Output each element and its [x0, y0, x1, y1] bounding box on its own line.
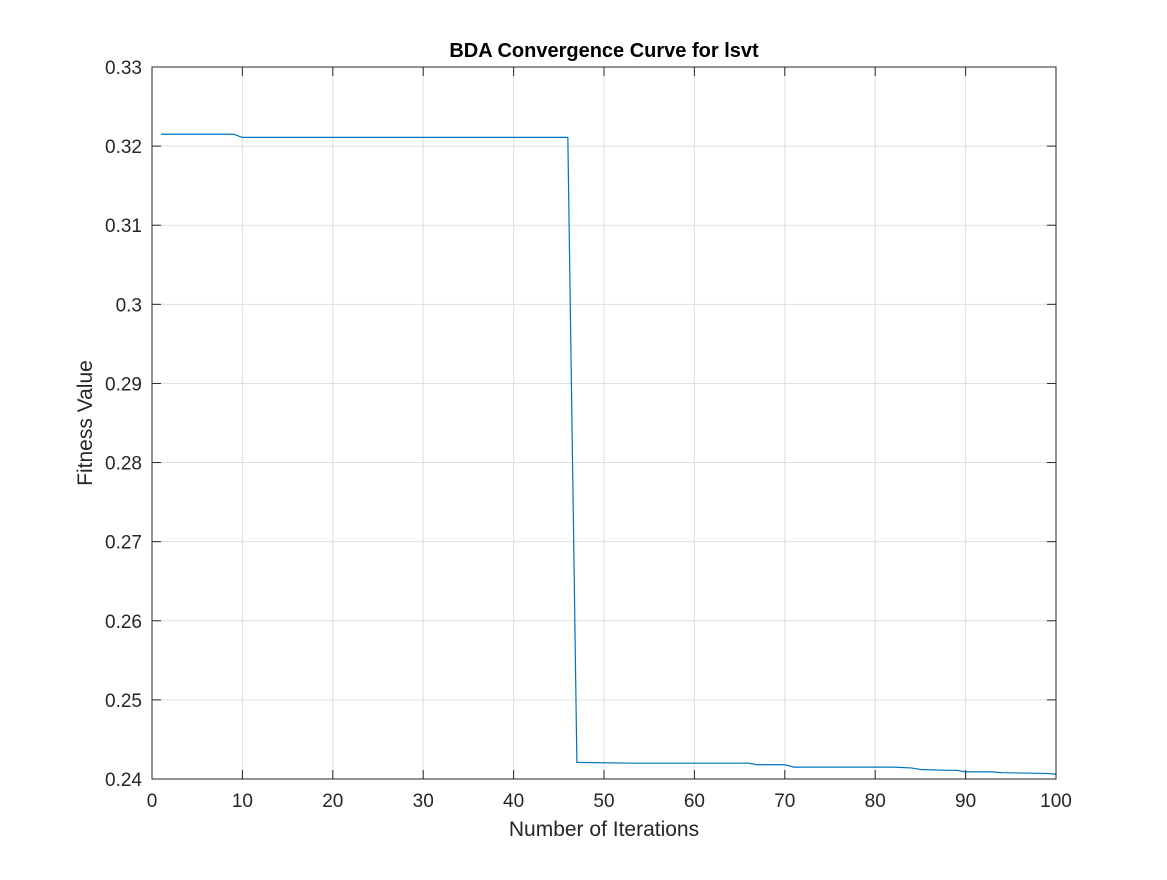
y-tick-label: 0.33 — [105, 58, 142, 79]
y-tick-label: 0.24 — [105, 770, 142, 791]
y-tick-label: 0.32 — [105, 137, 142, 158]
y-tick-label: 0.27 — [105, 533, 142, 554]
y-tick-labels: 0.24 0.25 0.26 0.27 0.28 0.29 0.3 0.31 0.32 0.33 — [105, 58, 142, 791]
y-axis-label: Fitness Value — [74, 360, 97, 486]
x-tick-label: 30 — [413, 791, 434, 812]
series-layer — [161, 133, 1057, 775]
y-tick-label: 0.3 — [116, 295, 142, 316]
y-tick-label: 0.31 — [105, 216, 142, 237]
x-tick-label: 60 — [684, 791, 705, 812]
chart-title: BDA Convergence Curve for lsvt — [449, 40, 759, 62]
tick-marks — [151, 66, 1057, 780]
x-tick-label: 20 — [322, 791, 343, 812]
y-tick-label: 0.26 — [105, 612, 142, 633]
x-tick-label: 40 — [503, 791, 524, 812]
x-tick-label: 100 — [1040, 791, 1072, 812]
x-axis-label: Number of Iterations — [509, 818, 699, 841]
x-tick-label: 80 — [865, 791, 886, 812]
y-tick-label: 0.28 — [105, 454, 142, 475]
series-line — [161, 133, 1057, 775]
y-tick-label: 0.25 — [105, 691, 142, 712]
x-tick-labels: 0 10 20 30 40 50 60 70 80 90 100 — [147, 791, 1072, 812]
x-tick-label: 10 — [232, 791, 253, 812]
x-tick-label: 0 — [147, 791, 158, 812]
x-tick-label: 90 — [955, 791, 976, 812]
y-tick-label: 0.29 — [105, 374, 142, 395]
x-tick-label: 50 — [593, 791, 614, 812]
x-tick-label: 70 — [774, 791, 795, 812]
